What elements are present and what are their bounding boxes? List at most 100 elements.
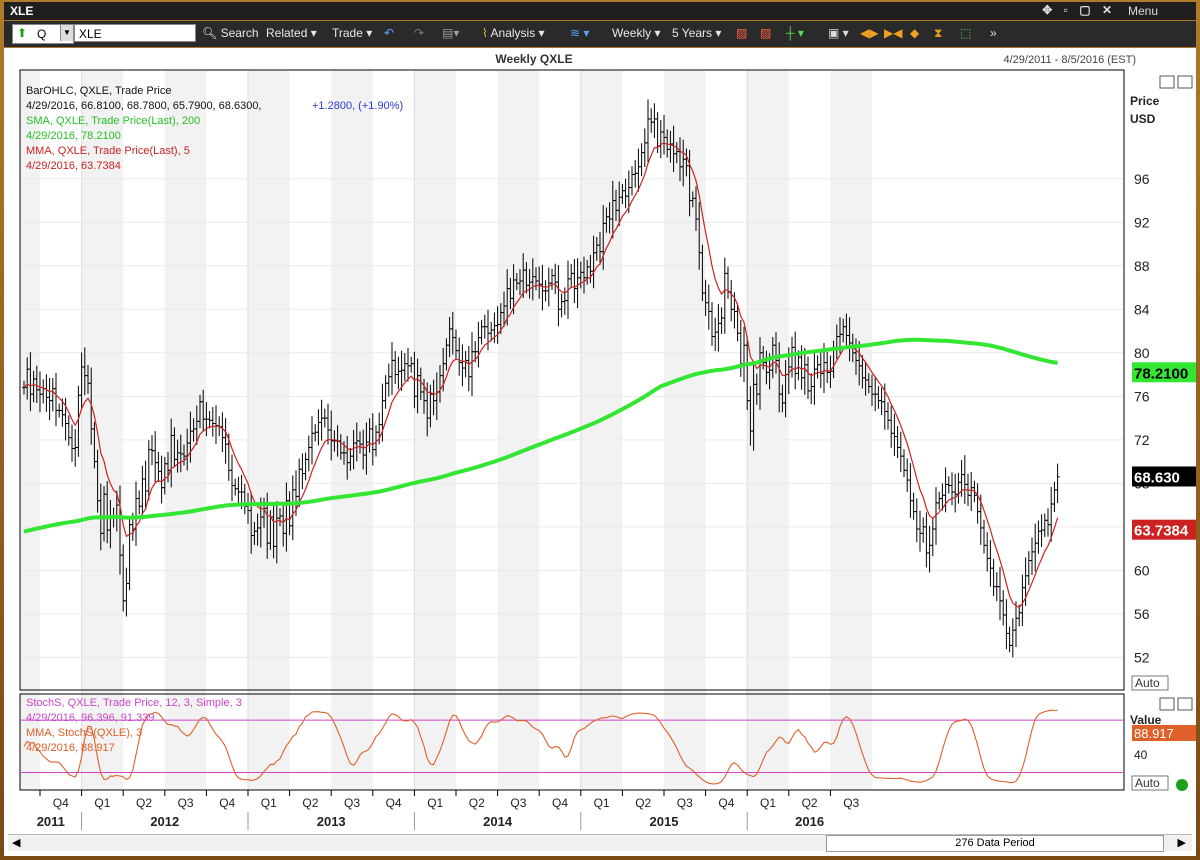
auto-scale-box — [1131, 675, 1169, 691]
stoch-legend-values: 4/29/2016, 96.396, 91.339 — [26, 712, 154, 724]
date-range: 4/29/2011 - 8/5/2016 (EST) — [1004, 54, 1137, 66]
line-chart-icon[interactable]: ▨ — [736, 26, 748, 40]
quarter-band — [580, 70, 623, 790]
year-tick-label: 2012 — [150, 814, 179, 829]
stoch-legend-label: StochS, QXLE, Trade Price, 12, 3, Simple… — [26, 697, 242, 709]
price-tick-label: 92 — [1134, 214, 1150, 230]
scroll-left-icon[interactable]: ◀▶ — [860, 26, 879, 40]
stoch-badge: 88.917 — [1134, 726, 1174, 741]
symbol-prefix-field[interactable]: ⬆ Q — [12, 24, 74, 44]
price-tick-label: 72 — [1134, 432, 1150, 448]
sma-badge-bg — [1132, 362, 1196, 383]
analysis-menu[interactable]: ⌇ Analysis ▾ — [482, 26, 545, 40]
quarter-tick-label: Q2 — [302, 796, 318, 810]
legend-mma-values: 4/29/2016, 63.7384 — [26, 160, 121, 172]
stoch-line — [23, 709, 1058, 785]
quarter-tick-label: Q3 — [510, 796, 526, 810]
price-tick-label: 56 — [1134, 606, 1150, 622]
related-label: Related — [266, 26, 308, 40]
quarter-tick-label: Q3 — [677, 796, 693, 810]
search-icon: 🔍︎ — [202, 26, 218, 40]
quarter-tick-label: Q4 — [219, 796, 235, 810]
legend-bar-change: +1.2800, (+1.90%) — [312, 100, 403, 112]
quarter-tick-label: Q1 — [261, 796, 277, 810]
stoch-auto-box — [1131, 775, 1169, 791]
price-tick-label: 80 — [1134, 345, 1150, 361]
toolbar: ⬆ Q ▼ XLE 🔍︎ Search Related ▾ Trade ▾ ↶ … — [4, 21, 1196, 47]
quarter-band — [331, 70, 373, 790]
hourglass-icon[interactable]: ⧗ — [934, 26, 943, 40]
price-panel-border — [19, 69, 1125, 691]
more-tools-icon[interactable]: » — [990, 26, 997, 40]
stoch-close-icon — [1177, 697, 1193, 711]
menu-button[interactable]: Menu — [1127, 4, 1158, 18]
quarter-tick-label: Q3 — [344, 796, 360, 810]
select-icon[interactable]: ⬚ — [960, 26, 972, 40]
search-button[interactable]: 🔍︎ Search — [202, 26, 259, 40]
symbol-input[interactable]: XLE — [74, 24, 196, 42]
quarter-band — [164, 70, 207, 790]
mma-badge: 63.7384 — [1134, 523, 1189, 540]
quarter-band — [830, 70, 872, 790]
stoch-mma-legend-values: 4/29/2016, 88.917 — [26, 742, 115, 754]
scroll-right-arrow-icon[interactable]: ▶ — [1177, 837, 1186, 849]
analysis-label: Analysis — [490, 26, 536, 40]
undo-icon[interactable]: ↶ — [384, 26, 395, 40]
quarter-tick-label: Q3 — [178, 796, 194, 810]
quarter-band — [248, 70, 290, 790]
year-tick-label: 2015 — [650, 814, 679, 829]
data-period-box[interactable]: 276 Data Period — [826, 835, 1164, 852]
layout-icon[interactable]: ▤▾ — [442, 26, 460, 40]
zoom-icon[interactable]: ▣ ▾ — [828, 26, 849, 40]
scroll-left-arrow-icon[interactable]: ◀ — [12, 837, 21, 849]
quarter-band — [20, 70, 40, 790]
stoch-minimize-icon — [1159, 697, 1175, 711]
last-price-badge-bg — [1132, 466, 1196, 487]
quarter-tick-label: Q3 — [843, 796, 859, 810]
mma-badge-bg — [1132, 519, 1196, 540]
mma-line — [23, 142, 1059, 609]
quarter-band — [664, 70, 706, 790]
range-menu[interactable]: 5 Years ▾ — [672, 26, 722, 40]
chart-svg[interactable]: Weekly QXLE 4/29/2011 - 8/5/2016 (EST) 52 5… — [4, 48, 1196, 834]
window-title: XLE — [10, 4, 34, 18]
prefix-dropdown-button[interactable]: ▼ — [60, 25, 73, 41]
crosshair-icon[interactable]: ┼ ▾ — [786, 26, 804, 40]
quarter-tick-label: Q2 — [802, 796, 818, 810]
price-tick-label: 60 — [1134, 562, 1150, 578]
last-price-badge: 68.630 — [1134, 469, 1180, 486]
search-label: Search — [220, 26, 259, 40]
legend-mma-label: MMA, QXLE, Trade Price(Last), 5 — [26, 145, 190, 157]
quarter-tick-label: Q4 — [386, 796, 402, 810]
year-tick-label: 2013 — [317, 814, 346, 829]
scale-icon[interactable]: ◆ — [910, 26, 920, 40]
symbol-prefix: Q — [37, 27, 47, 41]
stoch-tick-label: 40 — [1134, 748, 1148, 762]
quarter-tick-label: Q2 — [469, 796, 485, 810]
redo-icon[interactable]: ↷ — [414, 26, 425, 40]
compare-icon[interactable]: ▨ — [760, 26, 772, 40]
price-tick-label: 96 — [1134, 171, 1150, 187]
studies-icon[interactable]: ≋ ▾ — [570, 26, 590, 40]
year-tick-label: 2014 — [483, 814, 513, 829]
scroll-bar[interactable]: ◀ 276 Data Period ▶ — [8, 834, 1192, 852]
quarter-band — [497, 70, 540, 790]
chart-header-bg — [4, 48, 1196, 68]
price-tick-label: 88 — [1134, 258, 1150, 274]
year-tick-label: 2011 — [37, 814, 65, 829]
quarter-tick-label: Q4 — [718, 796, 734, 810]
legend-sma-label: SMA, QXLE, Trade Price(Last), 200 — [26, 115, 200, 127]
window-controls[interactable]: ✥ ▫ ▢ ✕ — [1042, 3, 1116, 17]
related-menu[interactable]: Related ▾ — [266, 26, 317, 40]
legend-bar-label: BarOHLC, QXLE, Trade Price — [26, 85, 172, 97]
interval-menu[interactable]: Weekly ▾ — [612, 26, 661, 40]
quarter-tick-label: Q1 — [594, 796, 610, 810]
quarter-tick-label: Q4 — [53, 796, 69, 810]
trade-menu[interactable]: Trade ▾ — [332, 26, 373, 40]
title-bar: XLE ✥ ▫ ▢ ✕ Menu — [4, 2, 1196, 20]
zoom-in-icon[interactable]: ▶◀ — [884, 26, 903, 40]
stoch-badge-bg — [1132, 725, 1196, 741]
panel-minimize-icon — [1159, 75, 1175, 89]
quarter-tick-label: Q2 — [635, 796, 651, 810]
interval-label: Weekly — [612, 26, 652, 40]
